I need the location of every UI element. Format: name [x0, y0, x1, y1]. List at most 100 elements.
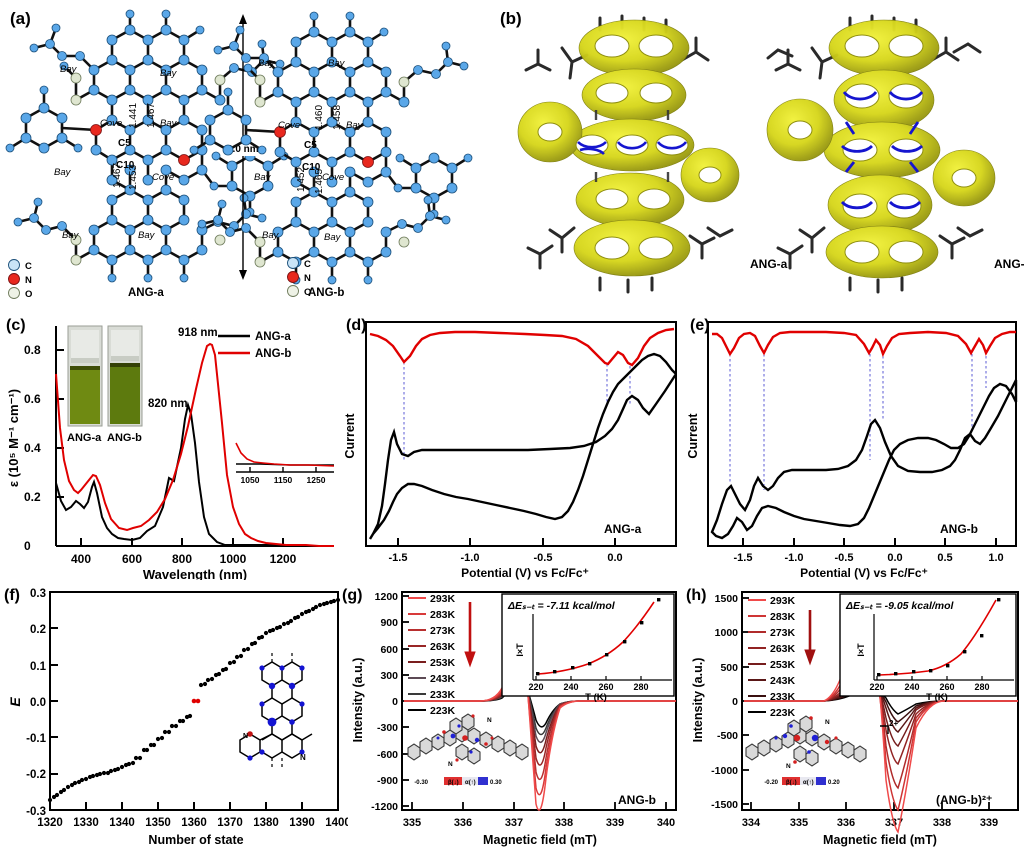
panel-d-tie-lines [403, 362, 631, 460]
svg-text:335: 335 [403, 817, 421, 829]
svg-text:O: O [25, 289, 32, 300]
panel-d-xlabel: Potential (V) vs Fc/Fc⁺ [461, 566, 589, 580]
svg-text:0: 0 [392, 696, 398, 708]
svg-text:1380: 1380 [253, 817, 279, 829]
panel-e-tie-lines [729, 354, 987, 490]
svg-text:C5: C5 [304, 140, 317, 151]
svg-text:1350: 1350 [145, 817, 171, 829]
svg-text:C10: C10 [302, 162, 321, 173]
svg-text:Cove: Cove [100, 118, 122, 129]
svg-text:283K: 283K [770, 611, 796, 623]
svg-text:C: C [304, 259, 311, 270]
panel-h-label: (h) [686, 587, 706, 604]
svg-text:1200: 1200 [375, 591, 399, 603]
panel-h-spin-density-inset: N N -0.20 β(↓) α(↑) 0.20 2+ [745, 715, 898, 786]
svg-text:334: 334 [742, 817, 761, 829]
svg-text:-1.0: -1.0 [461, 552, 480, 564]
panel-e-label: (e) [690, 317, 710, 334]
panel-d-ylabel: Current [343, 413, 357, 459]
inset-data-points-h [877, 598, 1001, 677]
svg-text:220: 220 [528, 682, 543, 692]
svg-text:0.2: 0.2 [24, 490, 41, 504]
svg-text:α(↑): α(↑) [465, 780, 476, 786]
panel-f-inset-molecule: N N [239, 650, 313, 770]
svg-text:1.467: 1.467 [146, 103, 157, 128]
panel-h-temperature-legend: 293K 283K 273K 263K 253K 243K 233K 223K [748, 595, 796, 719]
svg-text:O: O [304, 287, 311, 298]
svg-text:0.3: 0.3 [30, 588, 46, 600]
svg-text:N: N [304, 273, 311, 284]
panel-f-x-ticks: 1320 1330 1340 1350 1360 1370 1380 1390 … [37, 802, 348, 829]
svg-text:263K: 263K [770, 643, 796, 655]
svg-text:1.460: 1.460 [314, 105, 325, 130]
svg-text:1.467: 1.467 [112, 163, 123, 188]
svg-text:I×T: I×T [856, 643, 866, 657]
svg-text:300: 300 [380, 670, 398, 682]
peak-label-918: 918 nm [178, 327, 218, 339]
panel-f-xlabel: Number of state [148, 833, 243, 847]
site-labels-ang-b: Bay Bay Cove Bay Bay Cove Bay Bay [254, 58, 364, 243]
svg-text:0.0: 0.0 [607, 552, 622, 564]
svg-text:1.453: 1.453 [128, 165, 139, 190]
panel-g: (g) 1200 900 600 300 0 -300 -600 -900 [340, 580, 684, 848]
panel-h-sample-label: (ANG-b)²⁺ [936, 793, 992, 807]
panel-g-x-ticks: 335 336 337 338 339 340 [403, 802, 675, 829]
nitrogen-atom [362, 156, 374, 168]
svg-text:I×T: I×T [515, 643, 525, 657]
svg-text:260: 260 [598, 682, 613, 692]
svg-text:1370: 1370 [217, 817, 243, 829]
panel-d-x-ticks: -1.5 -1.0 -0.5 0.0 [389, 538, 623, 564]
svg-text:0.4: 0.4 [24, 441, 41, 455]
panel-g-inset: ΔEₛ₋ₜ = -7.11 kcal/mol 220 240 260 280 T… [501, 593, 675, 703]
svg-text:263K: 263K [430, 641, 456, 653]
panel-g-label: (g) [342, 587, 362, 604]
cv-trace-ang-a [368, 352, 678, 540]
svg-text:1330: 1330 [73, 817, 99, 829]
svg-text:335: 335 [790, 817, 808, 829]
svg-text:260: 260 [939, 682, 954, 692]
atoms-ang-b [189, 11, 473, 285]
panel-g-inset-annotation: ΔEₛ₋ₜ = -7.11 kcal/mol [507, 600, 616, 612]
svg-text:223K: 223K [430, 705, 456, 717]
svg-text:β(↓): β(↓) [448, 780, 459, 786]
svg-text:243K: 243K [770, 675, 796, 687]
svg-text:Bay: Bay [160, 118, 178, 129]
panel-c-x-ticks: 400 600 800 1000 1200 [71, 538, 297, 566]
svg-text:1150: 1150 [274, 475, 293, 485]
svg-text:0: 0 [732, 696, 738, 708]
svg-text:0.30: 0.30 [490, 780, 502, 786]
panel-e-ylabel: Current [686, 413, 700, 459]
spin-inset-atom-n1: N [487, 717, 492, 724]
svg-text:-1500: -1500 [711, 799, 738, 811]
svg-text:600: 600 [380, 644, 398, 656]
svg-text:800: 800 [172, 552, 192, 566]
panel-g-spin-density-inset: N N -0.30 β(↓) α(↑) 0.30 [407, 713, 529, 786]
svg-text:1200: 1200 [270, 552, 297, 566]
svg-text:-500: -500 [717, 730, 738, 742]
svg-text:-0.1: -0.1 [26, 733, 46, 745]
panel-d-label: (d) [346, 317, 366, 334]
svg-text:223K: 223K [770, 707, 796, 719]
panel-h: (h) 1500 1000 500 0 -500 -1000 -1500 [684, 580, 1024, 848]
panel-g-xlabel: Magnetic field (mT) [483, 833, 597, 847]
cuvette-label-ang-a: ANG-a [67, 432, 102, 444]
svg-text:273K: 273K [770, 627, 796, 639]
molecule-ang-a: Bay Bay Cove Bay Bay Cove Bay Bay 1.441 … [5, 9, 289, 299]
svg-text:340: 340 [657, 817, 675, 829]
svg-text:0.2: 0.2 [30, 624, 46, 636]
svg-text:-1.5: -1.5 [389, 552, 408, 564]
molecule-name-ang-b: ANG-b [308, 287, 344, 299]
atom-legend-right: C N O [287, 257, 311, 298]
svg-text:T (K): T (K) [585, 692, 607, 703]
svg-text:β(↓): β(↓) [786, 780, 797, 786]
svg-text:1360: 1360 [181, 817, 207, 829]
inset-atom-label-n2: N [300, 753, 306, 762]
svg-text:C5: C5 [118, 138, 131, 149]
orbital-label-ang-b: ANG-b [994, 257, 1024, 271]
spin-inset-atom-n2-h: N [786, 763, 791, 770]
svg-text:Bay: Bay [258, 58, 276, 69]
panel-h-xlabel: Magnetic field (mT) [823, 833, 937, 847]
svg-text:-600: -600 [377, 749, 398, 761]
panel-c-ylabel: ε (10⁵ M⁻¹ cm⁻¹) [6, 389, 21, 487]
spin-inset-atom-n2: N [448, 761, 453, 768]
